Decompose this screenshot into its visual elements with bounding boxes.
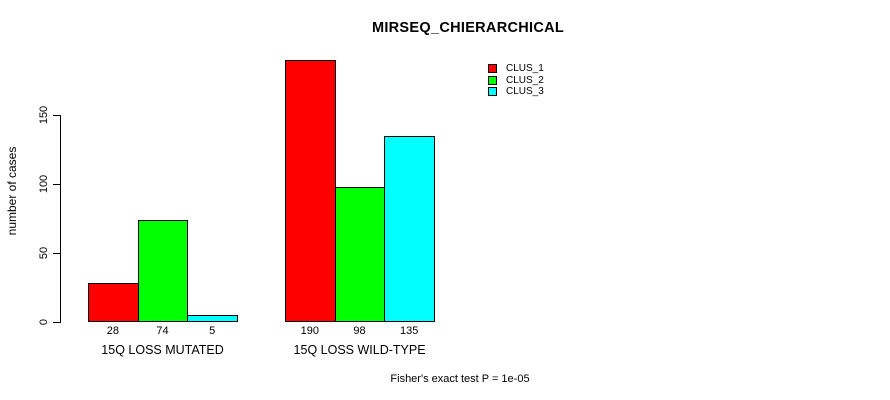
y-axis-label: number of cases bbox=[5, 146, 19, 236]
legend-item: CLUS_3 bbox=[488, 86, 544, 97]
bar-value-label: 135 bbox=[400, 325, 419, 337]
stat-annotation: Fisher's exact test P = 1e-05 bbox=[390, 373, 530, 385]
y-axis-tick bbox=[53, 322, 60, 323]
bar bbox=[88, 283, 139, 322]
legend-item: CLUS_1 bbox=[488, 63, 544, 74]
y-axis-tick bbox=[53, 184, 60, 185]
bar bbox=[187, 315, 239, 322]
legend: CLUS_1 CLUS_2 CLUS_3 bbox=[488, 63, 544, 97]
y-axis-tick-label: 100 bbox=[38, 174, 50, 194]
category-label: 15Q LOSS WILD-TYPE bbox=[293, 343, 426, 357]
bar-value-label: 28 bbox=[106, 325, 119, 337]
y-axis-tick-label: 150 bbox=[38, 105, 50, 125]
category-label: 15Q LOSS MUTATED bbox=[101, 343, 224, 357]
y-axis-tick-label: 0 bbox=[38, 318, 50, 326]
bar-value-label: 5 bbox=[209, 325, 216, 337]
y-axis-line bbox=[60, 115, 61, 323]
legend-swatch bbox=[488, 64, 497, 74]
legend-swatch bbox=[488, 75, 497, 85]
y-axis-tick-label: 50 bbox=[38, 246, 50, 260]
y-axis-tick bbox=[53, 253, 60, 254]
y-axis-tick bbox=[53, 115, 60, 116]
bar-value-label: 190 bbox=[300, 325, 320, 337]
bar-value-label: 98 bbox=[353, 325, 366, 337]
bar bbox=[334, 186, 386, 322]
legend-item: CLUS_2 bbox=[488, 74, 544, 86]
legend-label: CLUS_1 bbox=[506, 63, 544, 75]
legend-label: CLUS_2 bbox=[506, 74, 544, 86]
legend-label: CLUS_3 bbox=[506, 85, 544, 97]
chart-title: MIRSEQ_CHIERARCHICAL bbox=[371, 20, 565, 36]
bar bbox=[137, 219, 189, 322]
bar-value-label: 74 bbox=[156, 325, 169, 337]
bar bbox=[285, 59, 336, 322]
legend-swatch bbox=[488, 86, 497, 96]
bar bbox=[384, 135, 436, 322]
